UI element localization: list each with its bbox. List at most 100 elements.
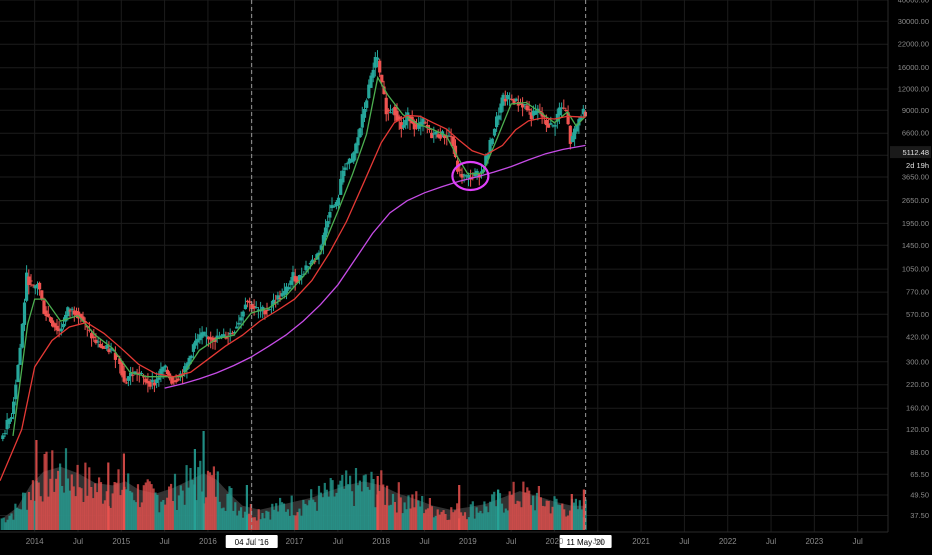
volume-bar (113, 482, 116, 530)
volume-bar (199, 460, 202, 530)
x-tick-label: 2023 (805, 537, 823, 546)
volume-bar (218, 501, 221, 530)
volume-bar (226, 493, 229, 530)
y-tick-label: 1950.00 (902, 219, 929, 228)
candle-body (198, 334, 202, 341)
volume-bar (206, 470, 210, 530)
candle-body (27, 276, 31, 285)
candle-body (503, 98, 507, 102)
candle-body (233, 332, 237, 333)
candle-body (328, 212, 332, 218)
volume-bar (347, 484, 350, 530)
candle-body (421, 118, 425, 125)
y-tick-label: 16000.00 (898, 63, 929, 72)
volume-bar (417, 500, 420, 530)
volume-bar (140, 502, 143, 530)
x-tick-label: Jul (419, 537, 429, 546)
volume-bar (66, 478, 69, 530)
candle-body (434, 131, 438, 135)
y-tick-label: 220.00 (906, 380, 929, 389)
volume-bar (236, 515, 239, 530)
volume-bar (559, 505, 562, 530)
candle-body (514, 98, 518, 101)
volume-bar (214, 496, 217, 530)
candle-body (161, 366, 165, 372)
x-tick-label: 2017 (286, 537, 304, 546)
x-tick-label: 2020 (546, 537, 564, 546)
volume-bar (59, 463, 62, 530)
volume-bar (403, 502, 406, 530)
candle-body (432, 133, 436, 135)
volume-bar (31, 480, 34, 530)
volume-bar (51, 450, 54, 530)
candle-body (401, 125, 406, 128)
volume-bar (280, 502, 284, 530)
volume-bar (310, 489, 313, 530)
candle-body (378, 60, 382, 73)
candle-body (9, 417, 14, 419)
volume-bar (103, 500, 106, 530)
volume-bar (543, 506, 546, 530)
volume-bar (444, 514, 447, 530)
volume-bar (491, 494, 494, 530)
candle-body (150, 379, 154, 383)
x-tick-label: Jul (159, 537, 169, 546)
volume-bar (43, 454, 46, 530)
x-axis[interactable]: 2014 Jul 2015 Jul 2016 Jul 2017 Jul 2018 Jul 2019 J… (26, 537, 863, 546)
candle-body (137, 372, 141, 374)
volume-bar (356, 485, 359, 530)
candle-body (282, 290, 286, 295)
volume-bar (119, 495, 122, 530)
volume-bar (257, 509, 260, 530)
volume-bar (0, 518, 3, 530)
y-axis[interactable]: 37.50 49.50 65.50 88.00 120.00 160.00 220.00 30… (890, 0, 931, 520)
candle-body (529, 112, 533, 120)
volume-spike (245, 485, 248, 530)
volume-bar (284, 511, 287, 530)
volume-bar (53, 491, 56, 530)
candle-body (200, 332, 204, 338)
candle-body (250, 304, 254, 309)
candle-body (492, 128, 497, 136)
volume-bar (4, 522, 7, 530)
candle-body (510, 98, 514, 100)
candle-body (525, 105, 529, 110)
candle-body (531, 110, 535, 116)
candle-body (25, 272, 29, 301)
date-marker-label-bg (559, 535, 612, 548)
candle-body (412, 120, 416, 130)
candle-body (384, 97, 388, 115)
candle-body (280, 293, 284, 297)
y-tick-label: 300.00 (906, 357, 929, 366)
volume-bar (428, 498, 431, 530)
candle-body (254, 307, 258, 308)
volume-bar (127, 473, 130, 530)
volume-bar (302, 499, 305, 530)
candle-body (339, 178, 343, 195)
candle-body (224, 337, 228, 339)
candle-body (263, 310, 267, 315)
candle-body (375, 57, 380, 60)
volume-bar (576, 509, 579, 530)
date-marker-label-bg (225, 535, 278, 548)
candle-body (291, 272, 295, 281)
candle-body (423, 122, 427, 124)
candle-body (317, 252, 321, 256)
volume-bar (183, 504, 186, 530)
candle-body (308, 262, 312, 265)
candle-body (230, 333, 234, 335)
moving-average-ma-long (164, 144, 586, 389)
volume-bar (251, 517, 254, 530)
candle-body (185, 363, 189, 370)
y-tick-label: 65.50 (910, 470, 929, 479)
volume-bar (317, 485, 321, 530)
candle-body (354, 143, 358, 154)
volume-bar (440, 511, 443, 530)
volume-bar (389, 504, 393, 530)
volume-bar (382, 484, 385, 530)
candle-body (484, 155, 488, 166)
volume-bar (319, 492, 322, 530)
candle-body (20, 323, 24, 348)
